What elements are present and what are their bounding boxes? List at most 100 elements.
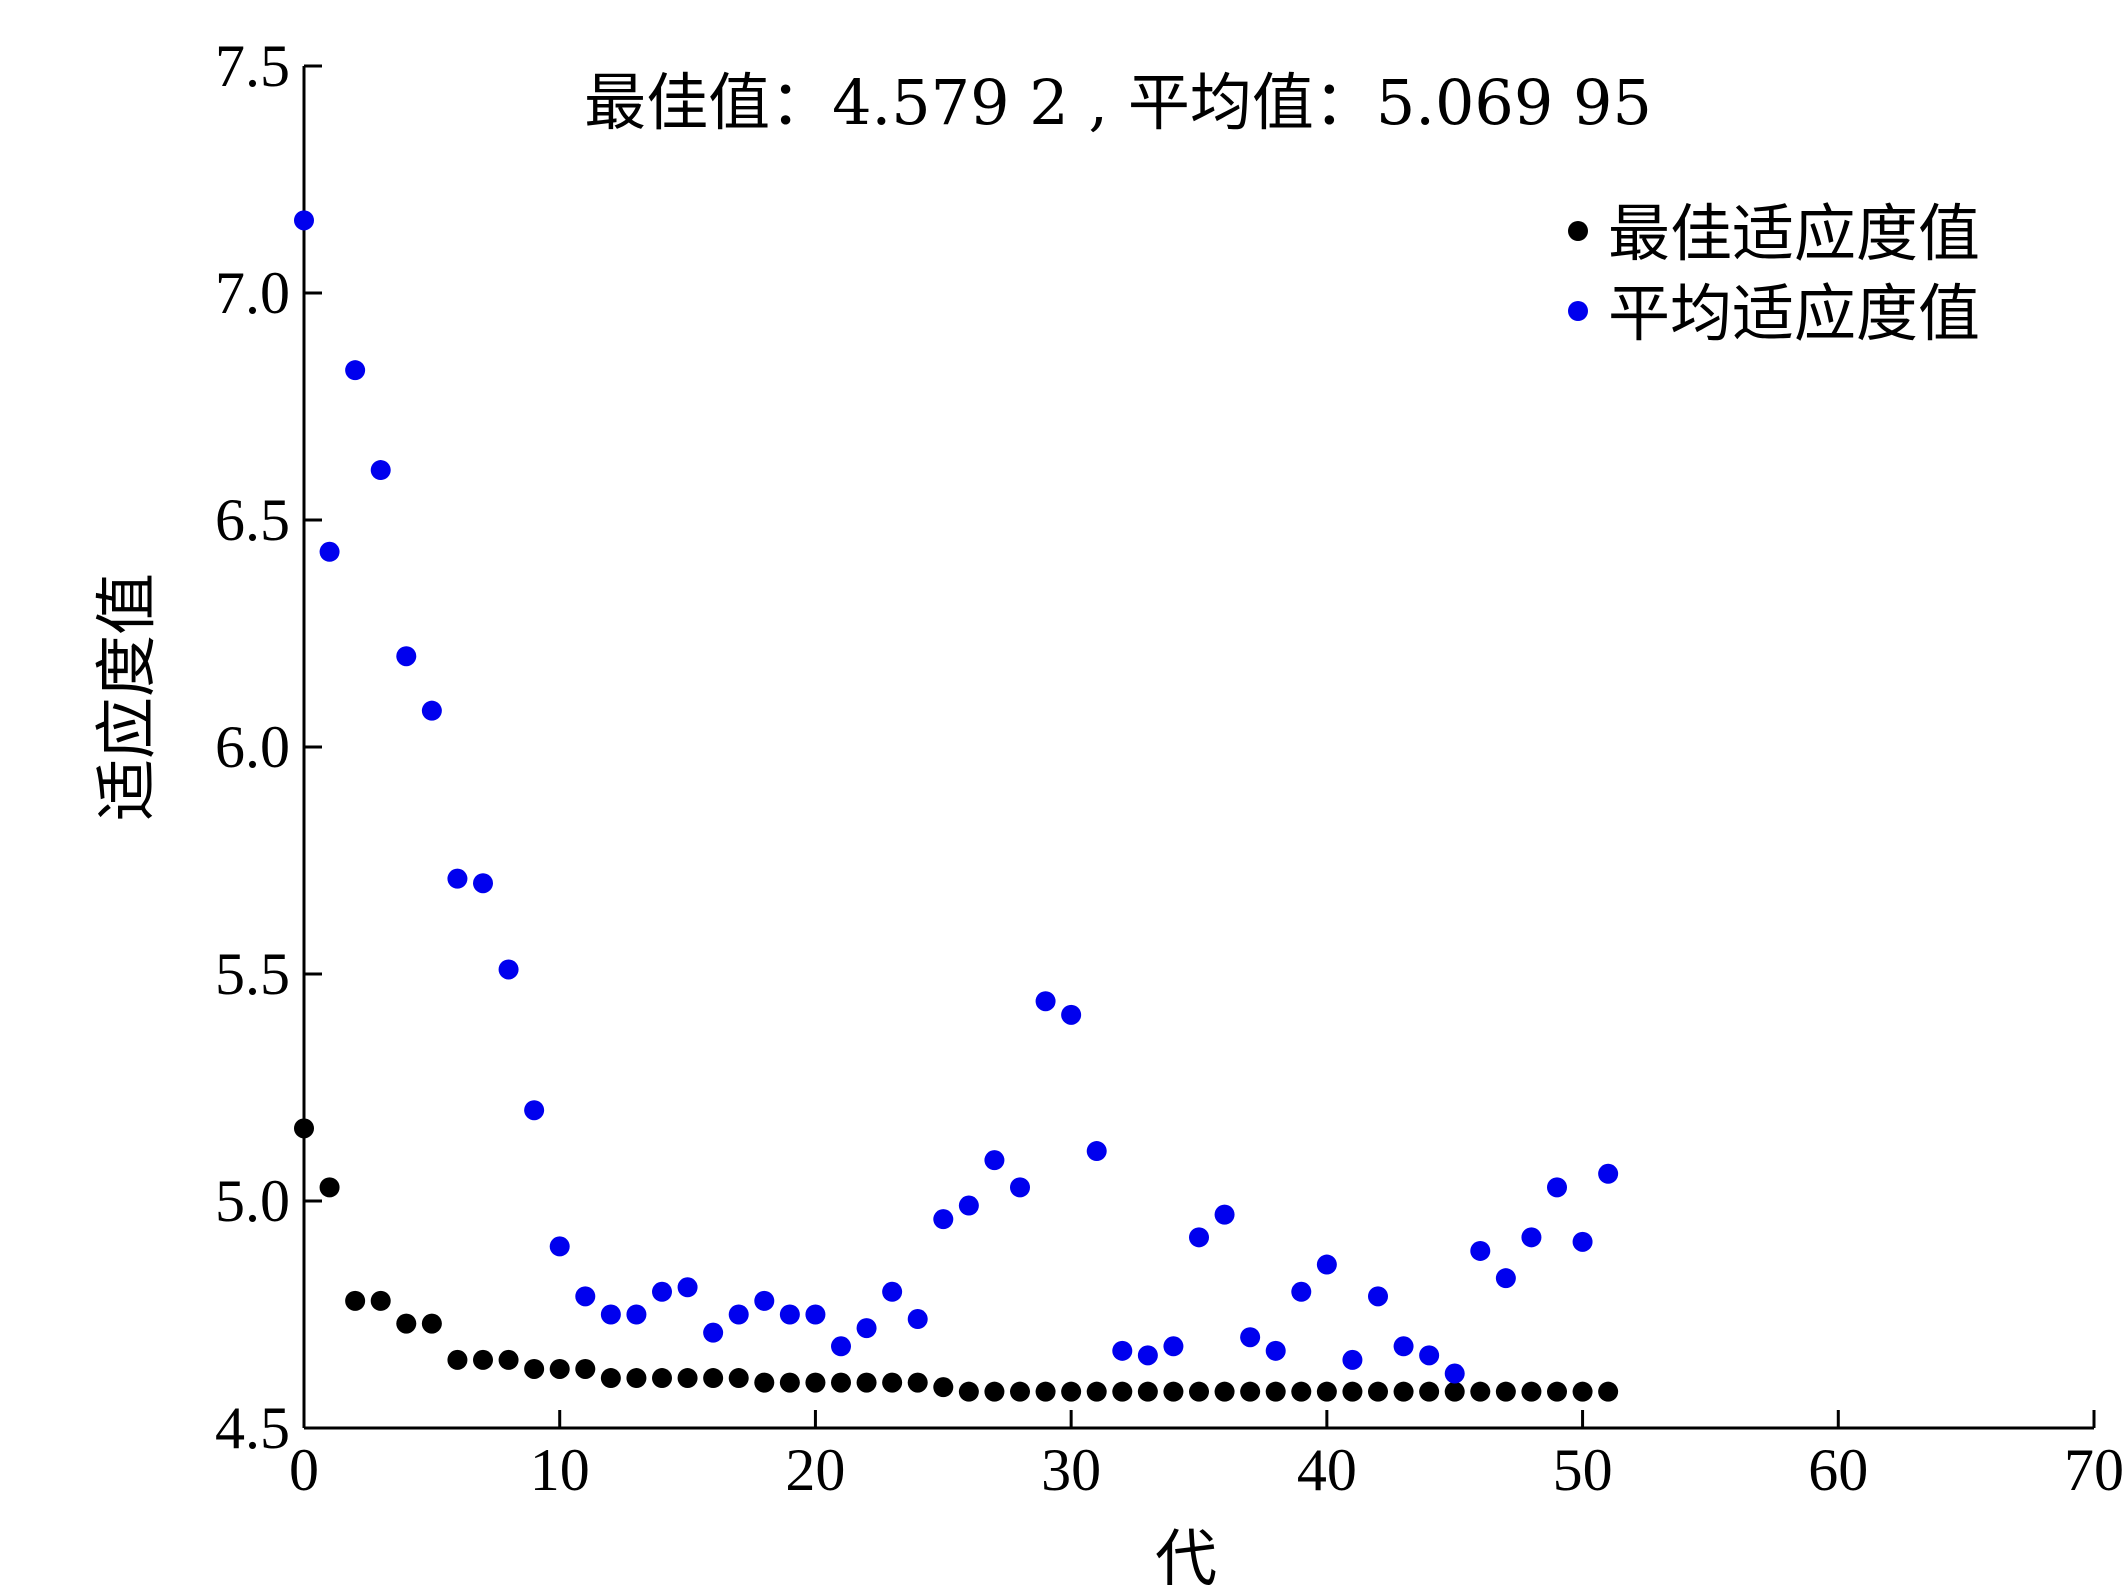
data-point-best [1137,1381,1158,1402]
data-point-average [958,1195,979,1216]
data-point-average [1035,991,1056,1012]
data-point-average [805,1304,826,1325]
y-axis-title: 适应度值 [90,573,163,821]
data-point-average [882,1281,903,1302]
legend-label-average: 平均适应度值 [1608,277,1980,350]
y-tick-label: 4.5 [215,1395,290,1461]
legend-marker-best [1568,221,1588,241]
data-point-best [396,1313,417,1334]
y-tick-label: 5.0 [215,1168,290,1234]
x-tick-label: 60 [1808,1437,1868,1503]
data-point-best [473,1349,493,1370]
data-point-best [856,1372,877,1393]
data-point-average [1189,1227,1209,1248]
data-point-average [1572,1231,1593,1252]
data-point-average [677,1277,698,1298]
data-point-average [575,1286,596,1307]
x-tick-label: 10 [530,1437,590,1503]
data-point-average [1470,1240,1491,1261]
data-point-average [1061,1004,1082,1025]
data-point-best [1214,1381,1235,1402]
x-ticks: 0 10 20 30 40 50 60 70 [289,1410,2124,1503]
data-point-best [805,1372,826,1393]
data-point-average [626,1304,647,1325]
data-point-best [549,1358,570,1379]
legend-label-best: 最佳适应度值 [1608,197,1980,270]
x-tick-label: 20 [785,1437,845,1503]
legend-marker-average [1568,301,1588,321]
y-tick-label: 7.0 [215,260,290,326]
y-tick-label: 7.5 [215,33,290,99]
data-point-best [958,1381,979,1402]
x-tick-label: 0 [289,1437,319,1503]
data-point-average [447,868,468,889]
data-point-best [370,1290,391,1311]
data-points [294,210,1619,1402]
axes [302,66,2094,1430]
data-point-best [498,1349,519,1370]
x-tick-label: 30 [1041,1437,1101,1503]
data-point-average [907,1309,928,1330]
data-point-best [1061,1381,1082,1402]
data-point-average [473,873,493,894]
data-point-best [600,1368,621,1389]
data-point-best [345,1290,366,1311]
data-point-average [1316,1254,1337,1275]
data-point-average [396,646,417,667]
data-point-best [1419,1381,1440,1402]
data-point-average [345,360,366,381]
data-point-average [1265,1340,1286,1361]
data-point-best [652,1368,672,1389]
data-point-best [1112,1381,1133,1402]
data-point-best [319,1177,340,1198]
data-point-average [652,1281,672,1302]
data-point-average [1214,1204,1235,1225]
data-point-best [1342,1381,1363,1402]
data-point-average [933,1209,954,1230]
data-point-average [1495,1268,1516,1289]
data-point-best [1444,1381,1465,1402]
data-point-average [1342,1349,1363,1370]
data-point-best [1035,1381,1056,1402]
data-point-best [1495,1381,1516,1402]
x-tick-label: 50 [1553,1437,1613,1503]
data-point-average [1547,1177,1567,1198]
data-point-best [294,1118,314,1139]
x-tick-label: 40 [1297,1437,1357,1503]
data-point-average [831,1336,851,1357]
data-point-average [1137,1345,1158,1366]
data-point-best [1163,1381,1184,1402]
data-point-best [1521,1381,1542,1402]
data-point-average [421,700,442,721]
data-point-average [703,1322,724,1343]
data-point-average [498,959,519,980]
data-point-best [1368,1381,1388,1402]
data-point-best [626,1368,647,1389]
data-point-best [677,1368,698,1389]
data-point-average [600,1304,621,1325]
data-point-average [319,541,340,562]
data-point-average [1112,1340,1133,1361]
data-point-best [575,1358,596,1379]
data-point-best [1393,1381,1414,1402]
data-point-best [1189,1381,1209,1402]
data-point-average [1163,1336,1184,1357]
y-tick-label: 5.5 [215,941,290,1007]
legend: 最佳适应度值 平均适应度值 [1568,197,1980,350]
data-point-average [1521,1227,1542,1248]
x-axis-title: 代 [1155,1522,1217,1591]
chart-title: 最佳值：4.579 2 , 平均值：5.069 95 [584,66,1652,139]
data-point-best [421,1313,442,1334]
data-point-average [294,210,314,231]
data-point-best [1316,1381,1337,1402]
data-point-best [1547,1381,1567,1402]
data-point-average [779,1304,800,1325]
data-point-best [1240,1381,1261,1402]
data-point-average [1291,1281,1312,1302]
data-point-best [447,1349,468,1370]
data-point-best [1572,1381,1593,1402]
data-point-average [370,460,391,481]
data-point-best [907,1372,928,1393]
data-point-best [728,1368,749,1389]
